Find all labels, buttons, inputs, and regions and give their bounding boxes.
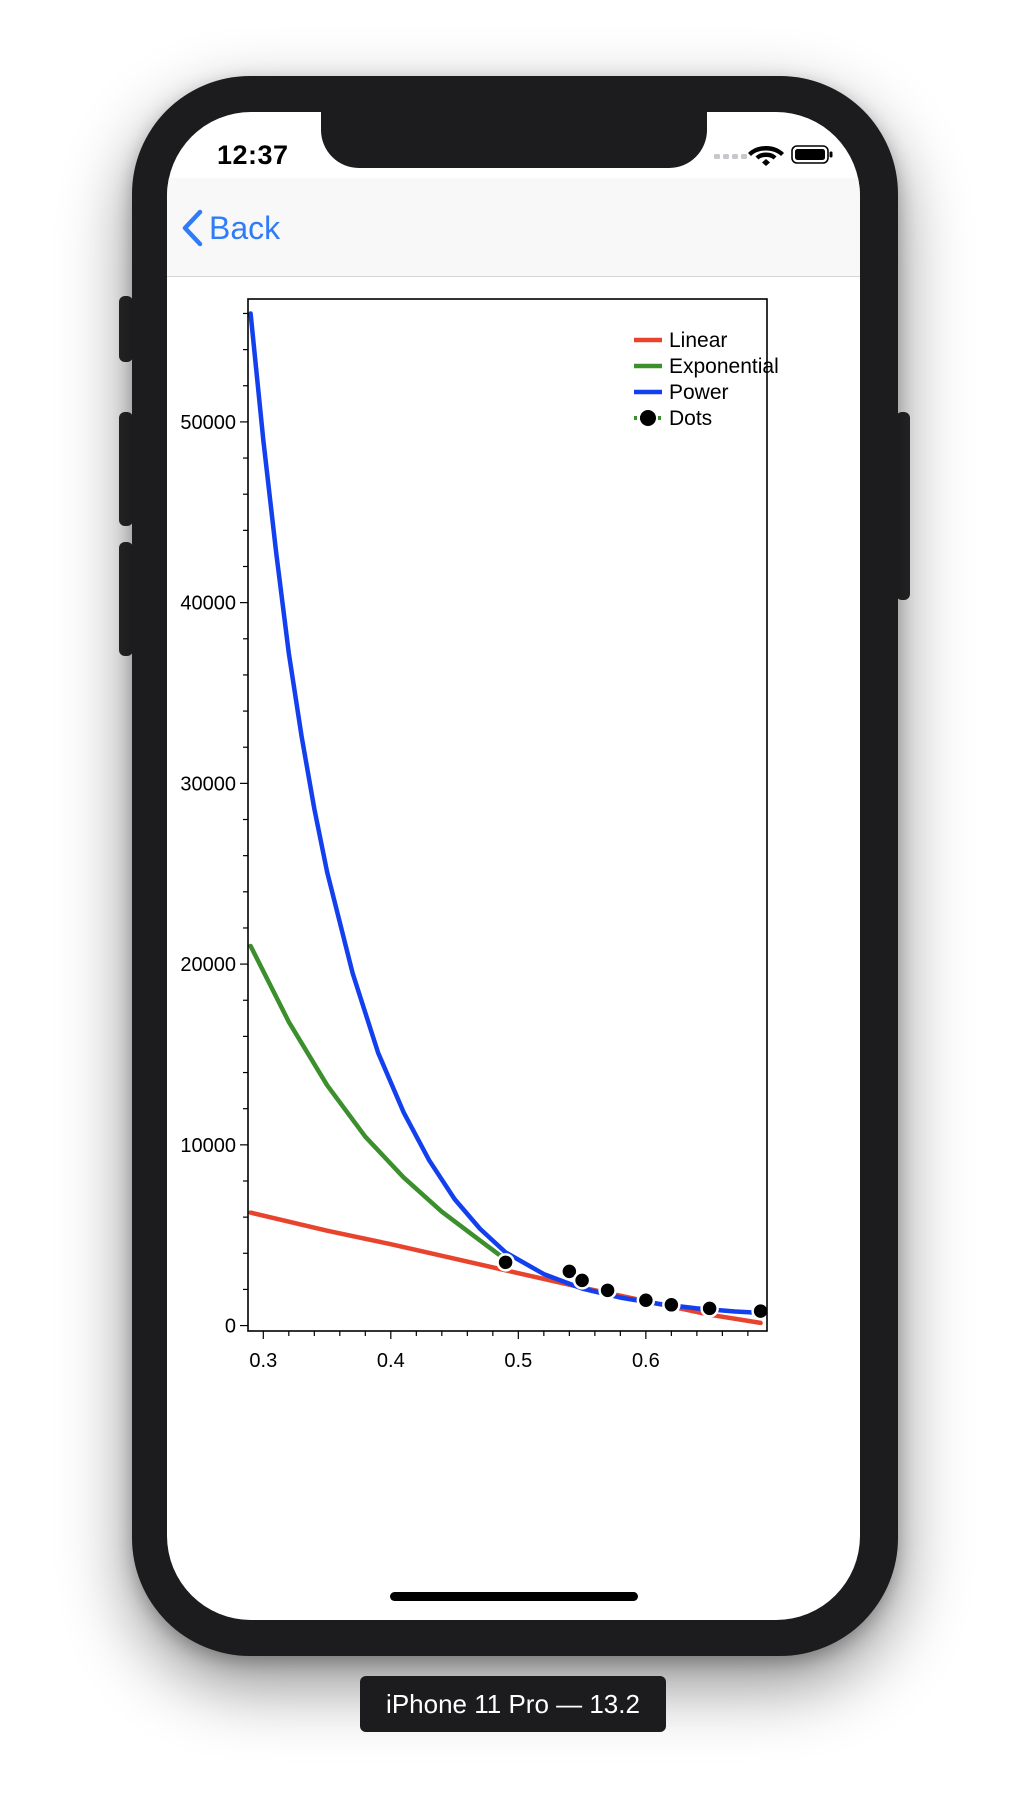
legend-marker-dots [640,410,656,426]
home-indicator[interactable] [390,1592,638,1601]
volume-down-button[interactable] [119,542,133,656]
data-point [598,1281,617,1300]
data-point [662,1295,681,1315]
line-chart: 0 10000 20000 30000 40000 50000 0.3 0.4 0.5 0.6 Li… [180,298,779,1372]
chart-area: 0 10000 20000 30000 40000 50000 0.3 0.4 0.5 0.6 Li… [167,277,860,1620]
status-bar: 12:37 [167,112,860,178]
status-time: 12:37 [217,140,289,170]
data-point [636,1291,656,1310]
data-point [700,1299,719,1318]
y-tick-label: 30000 [180,773,236,795]
series-line-power [248,311,763,1316]
battery-icon [791,145,833,164]
y-tick-label: 20000 [180,954,236,976]
x-tick-label: 0.6 [632,1350,660,1372]
y-tick-label: 50000 [180,412,236,434]
phone-screen: 12:37 [167,112,860,1620]
data-point [560,1262,579,1281]
series-line-exponential [248,943,508,1262]
legend-label: Dots [669,407,712,430]
legend-label: Power [669,381,729,404]
series-line-linear [248,1210,763,1326]
y-tick-label: 40000 [180,593,236,615]
camera-notch [321,112,707,168]
back-button[interactable]: Back [181,208,280,248]
x-tick-label: 0.4 [377,1350,405,1372]
power-button[interactable] [896,412,910,600]
mute-switch[interactable] [119,296,133,362]
navigation-bar: Back [167,178,860,277]
x-tick-label: 0.3 [249,1350,277,1372]
y-tick-label: 0 [225,1316,236,1338]
data-point [572,1271,592,1290]
plot-frame [247,298,768,1332]
back-label: Back [209,209,281,246]
data-point [496,1253,515,1272]
device-label: iPhone 11 Pro — 13.2 [360,1676,666,1732]
cellular-signal-icon [714,154,747,159]
x-tick-label: 0.5 [504,1350,532,1372]
wifi-icon [748,146,784,166]
status-icons [714,142,834,166]
legend-label: Linear [669,329,727,352]
y-tick-label: 10000 [180,1135,236,1157]
data-point [751,1301,770,1321]
legend-label: Exponential [669,355,779,378]
chevron-left-icon [182,209,203,247]
volume-up-button[interactable] [119,412,133,526]
